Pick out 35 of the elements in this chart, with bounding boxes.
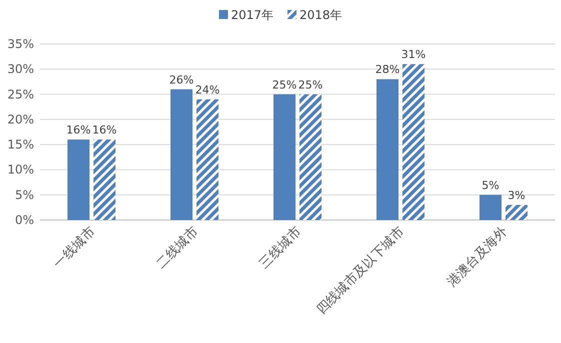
y-tick-label: 10% [7,162,34,177]
data-label: 25% [298,78,323,92]
x-tick-label: 二线城市 [154,224,202,272]
data-label: 26% [169,73,194,86]
x-tick-label: 一线城市 [50,224,98,272]
y-tick-label: 35% [7,37,34,51]
y-tick-label: 15% [7,138,34,152]
bar [170,89,192,220]
data-label: 28% [375,63,400,76]
data-label: 16% [92,124,117,137]
x-tick-label: 三线城市 [256,224,304,272]
y-tick-label: 0% [14,213,34,227]
y-tick-label: 5% [14,188,34,202]
bar [196,99,218,220]
bar [506,204,528,220]
data-label: 31% [401,48,426,62]
bar [402,64,424,220]
y-tick-label: 25% [7,87,34,102]
bar [300,94,322,220]
bar [376,79,398,220]
y-tick-label: 30% [7,62,34,76]
data-label: 5% [482,178,500,192]
bar [94,140,116,220]
y-tick-label: 20% [7,112,34,126]
data-label: 24% [195,83,220,96]
data-label: 3% [508,188,526,202]
bar [480,194,502,220]
x-tick-label: 港澳台及海外 [444,224,510,290]
bar [274,94,296,220]
bar [68,140,90,220]
x-tick-label: 四线城市及以下城市 [314,224,408,318]
legend-label: 2017年 [230,8,274,22]
data-label: 25% [272,78,297,92]
data-label: 16% [66,124,91,137]
legend-label: 2018年 [300,8,342,22]
